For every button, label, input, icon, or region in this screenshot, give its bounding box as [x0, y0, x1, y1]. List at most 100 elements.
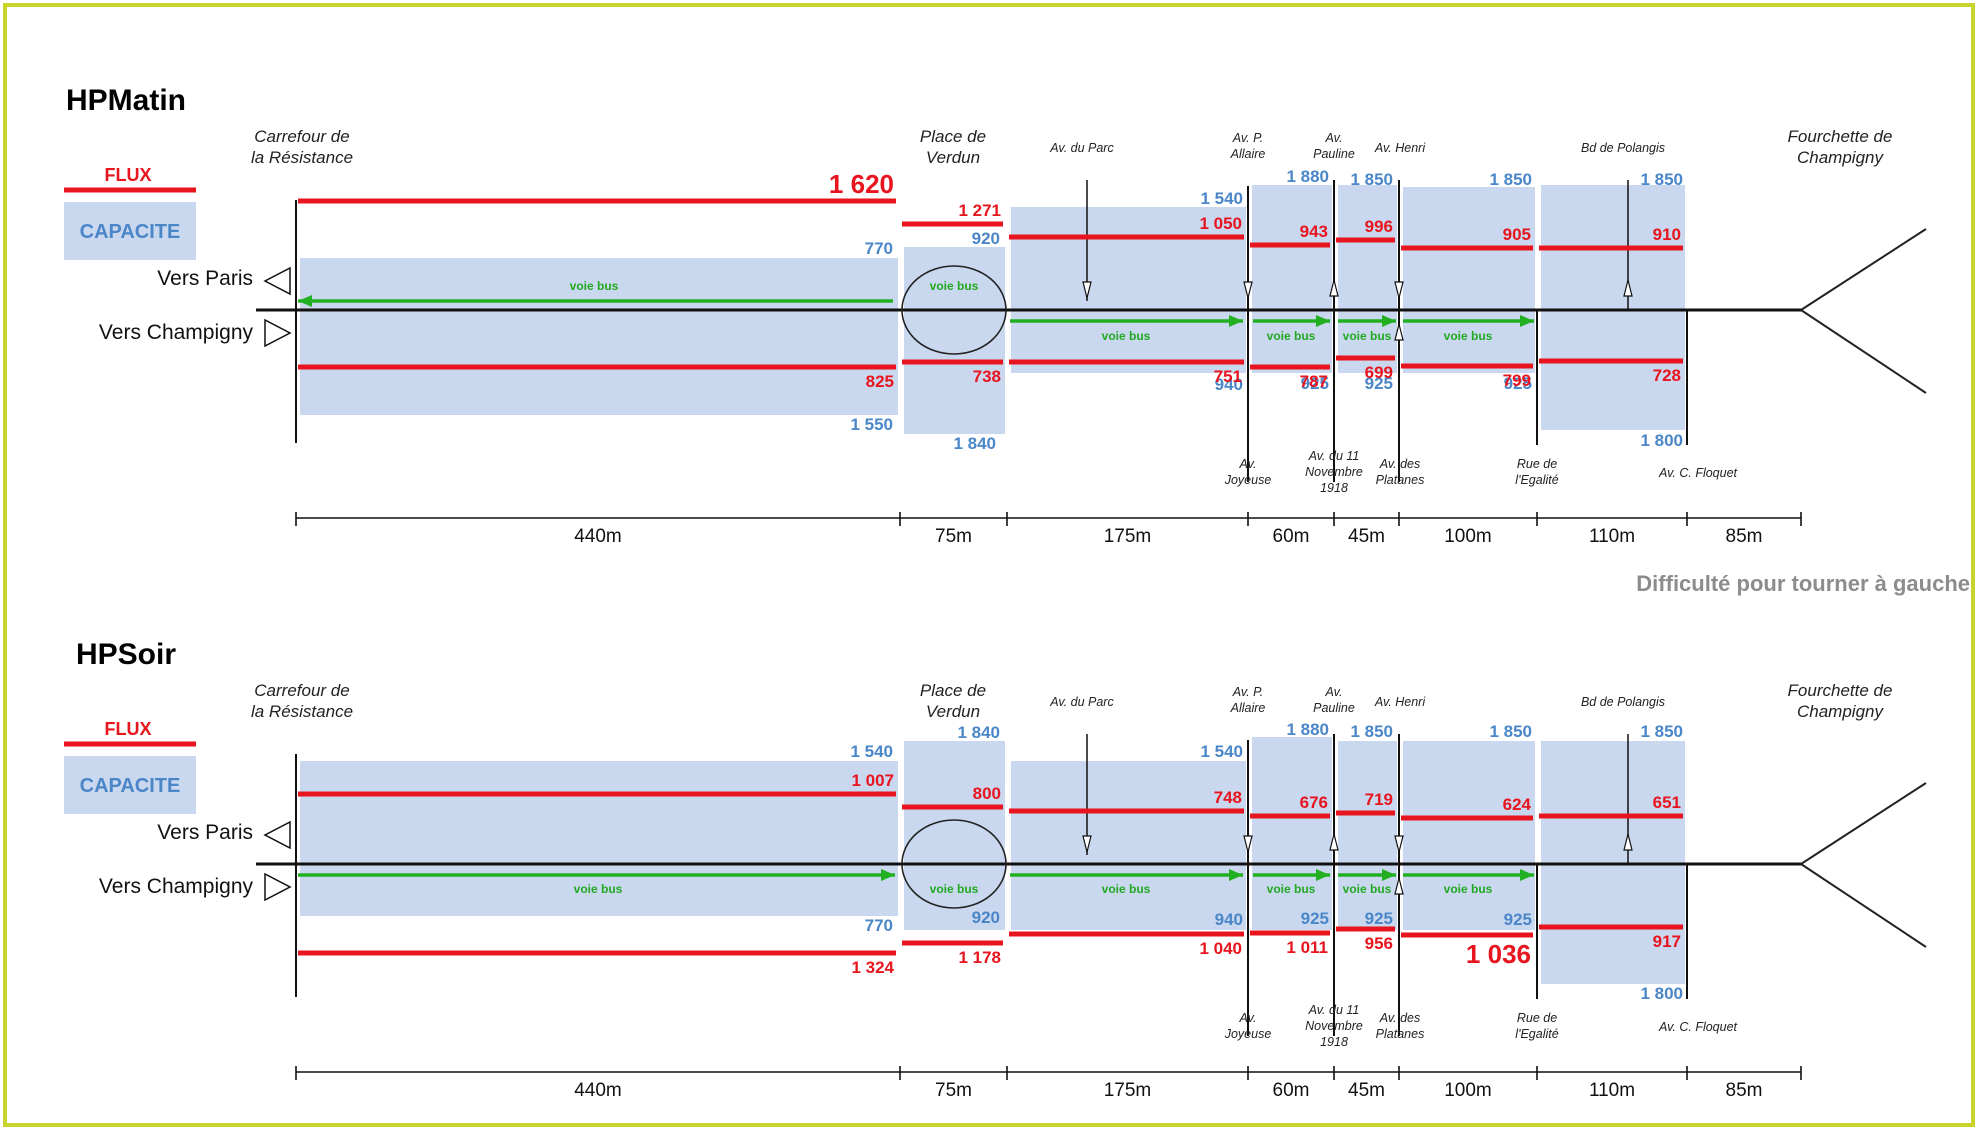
capacity-value-paris: 1 850 [1489, 170, 1532, 189]
distance-label: 110m [1589, 526, 1635, 547]
distance-label: 75m [935, 1080, 972, 1101]
node-label-top: la Résistance [251, 702, 353, 721]
capacity-value-paris: 1 850 [1489, 722, 1532, 741]
triangle-right-icon [265, 874, 290, 900]
direction-champigny-label: Vers Champigny [99, 875, 254, 898]
bus-lane-label: voie bus [1102, 329, 1151, 343]
capacity-box-champigny [1541, 864, 1685, 984]
capacity-value-paris: 770 [865, 239, 893, 258]
bus-lane-label: voie bus [930, 279, 979, 293]
capacity-value-paris: 920 [972, 229, 1000, 248]
flux-value-paris: 748 [1214, 788, 1242, 807]
capacity-value-paris: 1 850 [1350, 722, 1393, 741]
flux-value-paris: 910 [1653, 225, 1681, 244]
flux-value-champigny: 787 [1300, 372, 1328, 391]
legend-flux-label: FLUX [105, 165, 152, 185]
distance-label: 100m [1444, 1080, 1492, 1101]
node-label-bottom: Av. du 11 [1308, 1003, 1360, 1017]
flux-value-paris: 1 050 [1199, 214, 1242, 233]
flux-value-champigny: 956 [1365, 934, 1393, 953]
capacity-value-paris: 1 880 [1286, 167, 1329, 186]
flux-value-champigny: 1 011 [1286, 938, 1328, 957]
panel-hpsoir: HPSoir FLUX CAPACITE Vers Paris Vers Champig… [64, 638, 1926, 1101]
capacity-value-paris: 1 850 [1350, 170, 1393, 189]
flux-value-champigny: 699 [1365, 363, 1393, 382]
node-label-bottom: 1918 [1320, 481, 1348, 495]
legend-flux-label: FLUX [105, 719, 152, 739]
node-label-top: Champigny [1797, 702, 1884, 721]
node-label-bottom: l'Egalité [1515, 1027, 1558, 1041]
capacity-value-champigny: 925 [1504, 910, 1532, 929]
bus-lane-label: voie bus [930, 882, 979, 896]
bus-lane-label: voie bus [1267, 882, 1316, 896]
node-label-bottom: Platanes [1376, 1027, 1425, 1041]
node-label-bottom: Av. [1239, 457, 1257, 471]
panel-title: HPSoir [76, 638, 176, 671]
bus-lane-label: voie bus [1343, 329, 1392, 343]
capacity-box-paris [300, 761, 898, 864]
flux-value-paris: 800 [973, 784, 1001, 803]
triangle-left-icon [265, 822, 290, 848]
distance-label: 45m [1348, 1080, 1385, 1101]
distance-label: 440m [574, 526, 622, 547]
node-label-top: Allaire [1230, 701, 1266, 715]
node-label-top: Pauline [1313, 701, 1355, 715]
node-label-bottom: Av. C. Floquet [1658, 1020, 1738, 1034]
panel-title: HPMatin [66, 84, 186, 117]
distance-label: 60m [1273, 526, 1310, 547]
capacity-box-paris [1338, 185, 1397, 310]
node-label-top: la Résistance [251, 148, 353, 167]
fork-line-lower [1801, 864, 1926, 947]
node-label-bottom: Platanes [1376, 473, 1425, 487]
capacity-value-champigny: 920 [972, 908, 1000, 927]
note-left-turn: Difficulté pour tourner à gauche [1636, 571, 1970, 596]
flux-value-champigny: 1 324 [851, 958, 894, 977]
capacity-value-champigny: 925 [1301, 909, 1329, 928]
fork-line-upper [1801, 229, 1926, 310]
legend-capacite-label: CAPACITE [80, 221, 181, 243]
node-label-bottom: Novembre [1305, 1019, 1363, 1033]
distance-label: 45m [1348, 526, 1385, 547]
flux-value-paris: 1 007 [851, 771, 894, 790]
node-label-top: Carrefour de [254, 127, 349, 146]
flux-value-champigny: 1 040 [1199, 939, 1242, 958]
capacity-value-paris: 1 850 [1640, 170, 1683, 189]
node-label-top: Place de [920, 681, 986, 700]
distance-label: 85m [1726, 1080, 1763, 1101]
direction-paris-label: Vers Paris [157, 267, 253, 290]
node-label-bottom: Av. du 11 [1308, 449, 1360, 463]
bus-lane-label: voie bus [1444, 882, 1493, 896]
distance-label: 75m [935, 526, 972, 547]
node-label-top: Allaire [1230, 147, 1266, 161]
bus-lane-label: voie bus [1343, 882, 1392, 896]
node-label-top: Bd de Polangis [1581, 141, 1665, 155]
flux-value-champigny: 799 [1503, 371, 1531, 390]
panel-hpmatin: HPMatin FLUX CAPACITE Vers Paris Vers Champi… [64, 84, 1926, 547]
node-label-top: Av. [1325, 685, 1343, 699]
node-label-bottom: 1918 [1320, 1035, 1348, 1049]
capacity-box-champigny [300, 310, 898, 415]
node-label-top: Av. [1325, 131, 1343, 145]
capacity-value-paris: 1 540 [850, 742, 893, 761]
flux-value-paris: 719 [1365, 790, 1393, 809]
direction-paris-label: Vers Paris [157, 821, 253, 844]
flux-value-paris: 676 [1300, 793, 1328, 812]
bus-lane-label: voie bus [574, 882, 623, 896]
node-label-bottom: Novembre [1305, 465, 1363, 479]
triangle-right-icon [265, 320, 290, 346]
flux-value-paris: 996 [1365, 217, 1393, 236]
flux-value-paris: 905 [1503, 225, 1531, 244]
capacity-value-paris: 1 540 [1200, 742, 1243, 761]
flux-value-paris: 651 [1653, 793, 1681, 812]
flux-value-champigny: 825 [866, 372, 894, 391]
capacity-value-champigny: 925 [1365, 909, 1393, 928]
node-label-top: Av. P. [1232, 685, 1264, 699]
node-label-top: Verdun [926, 148, 980, 167]
node-label-bottom: Av. des [1379, 457, 1421, 471]
node-label-top: Av. du Parc [1049, 695, 1114, 709]
flux-value-champigny: 728 [1653, 366, 1681, 385]
node-label-top: Verdun [926, 702, 980, 721]
flux-value-champigny: 1 036 [1466, 939, 1531, 969]
legend-capacite-label: CAPACITE [80, 775, 181, 797]
